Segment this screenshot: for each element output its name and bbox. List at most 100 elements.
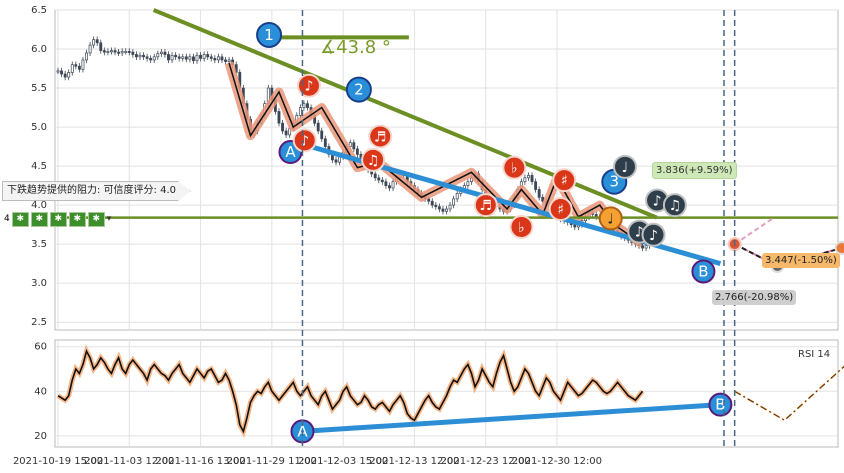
marker-label: ♫ xyxy=(367,153,380,169)
candle-body xyxy=(127,51,131,53)
candle-body xyxy=(131,51,135,55)
marker-label: ♩ xyxy=(607,211,614,227)
marker-label: ♯ xyxy=(557,202,564,218)
candle-body xyxy=(60,70,63,75)
candle-body xyxy=(377,177,381,181)
candle-body xyxy=(156,53,160,58)
candle-body xyxy=(81,59,85,70)
candle-body xyxy=(77,65,81,70)
candle-body xyxy=(448,204,452,210)
candle-body xyxy=(334,159,338,163)
candle-body xyxy=(298,107,302,116)
y-tick-label: 5.0 xyxy=(31,122,47,133)
candle-body xyxy=(534,181,538,190)
pattern-icon: ✱ xyxy=(30,211,48,227)
candle-body xyxy=(391,181,395,189)
candle-body xyxy=(306,103,309,108)
candle-body xyxy=(174,54,178,58)
x-tick-label: 2021-12-30 12:00 xyxy=(512,456,602,467)
y-tick-label: 4.0 xyxy=(31,200,47,211)
candle-body xyxy=(537,189,541,198)
candle-body xyxy=(373,173,377,179)
candle-body xyxy=(177,56,181,59)
rsi-point-label: B xyxy=(715,396,725,414)
candle-body xyxy=(117,51,121,54)
target-down-label: 2.766(-20.98%) xyxy=(712,290,797,305)
resistance-note: 下跌趋势提供的阻力: 可信度评分: 4.0 xyxy=(2,181,191,201)
x-tick-label: 2021-12-13 12:00 xyxy=(369,456,459,467)
note-marker xyxy=(473,193,498,218)
candle-body xyxy=(181,56,185,59)
marker-label: ♪ xyxy=(305,79,314,95)
note-marker xyxy=(368,124,393,149)
candle-body xyxy=(641,245,644,249)
marker-label: B xyxy=(698,262,708,280)
marker-label: ♩ xyxy=(622,160,629,176)
candle-body xyxy=(134,54,138,58)
candle-body xyxy=(455,193,459,200)
rsi-label: RSI 14 xyxy=(798,349,831,360)
candle-body xyxy=(67,72,71,78)
candle-body xyxy=(124,51,128,53)
note-marker xyxy=(296,73,321,98)
candle-body xyxy=(188,56,192,60)
candle-body xyxy=(452,198,456,206)
candle-body xyxy=(209,56,213,59)
candle-body xyxy=(644,245,648,249)
marker-label: ♪ xyxy=(635,225,644,241)
note-marker xyxy=(641,222,666,247)
note-marker xyxy=(662,193,687,218)
y-tick-label: 3.5 xyxy=(31,239,47,250)
rsi-ab-line xyxy=(302,402,721,434)
note-marker xyxy=(292,128,317,153)
wave-marker xyxy=(256,21,283,48)
marker-label: ♫ xyxy=(669,198,682,214)
candle-body xyxy=(281,122,284,132)
candle-body xyxy=(206,54,210,58)
candle-body xyxy=(106,51,110,53)
candle-body xyxy=(445,208,448,212)
pattern-icon: ✱ xyxy=(68,211,86,227)
rsi-line xyxy=(57,348,644,434)
marker-label: ♭ xyxy=(511,161,518,177)
icon-strip-count: 4 xyxy=(4,214,10,224)
candle-body xyxy=(113,50,117,53)
candle-body xyxy=(74,64,78,67)
rsi-projection-core xyxy=(734,366,844,421)
rsi-tick-label: 40 xyxy=(34,386,47,397)
candle-body xyxy=(573,224,577,228)
note-marker xyxy=(502,155,527,180)
note-marker xyxy=(361,147,386,172)
marker-label: ♪ xyxy=(300,133,309,149)
candle-body xyxy=(466,181,470,186)
wave-marker xyxy=(691,259,716,284)
candle-body xyxy=(70,64,74,73)
candle-body xyxy=(163,51,167,55)
candle-body xyxy=(192,56,195,62)
candle-body xyxy=(95,39,99,44)
candle-body xyxy=(102,50,106,53)
candle-body xyxy=(220,56,224,61)
x-tick-label: 2021-10-19 15:00 xyxy=(13,456,103,467)
candle-body xyxy=(284,130,288,136)
marker-label: ♯ xyxy=(561,173,568,189)
note-marker xyxy=(552,168,577,193)
candle-body xyxy=(63,73,67,78)
marker-label: ♪ xyxy=(649,228,658,244)
pattern-icon: ✱ xyxy=(49,211,67,227)
trendline-angle-label: ∡43.8 ° xyxy=(320,37,391,58)
candle-body xyxy=(384,181,388,186)
x-tick-label: 2021-11-16 13:00 xyxy=(156,456,246,467)
candle-body xyxy=(145,56,149,59)
candle-body xyxy=(530,175,534,183)
candle-body xyxy=(184,56,188,60)
note-marker xyxy=(548,197,573,222)
note-marker xyxy=(509,214,534,239)
wave-marker xyxy=(345,76,372,103)
candle-body xyxy=(213,58,217,61)
note-marker xyxy=(598,206,623,231)
candle-body xyxy=(216,56,220,61)
marker-label: ♪ xyxy=(653,193,662,209)
